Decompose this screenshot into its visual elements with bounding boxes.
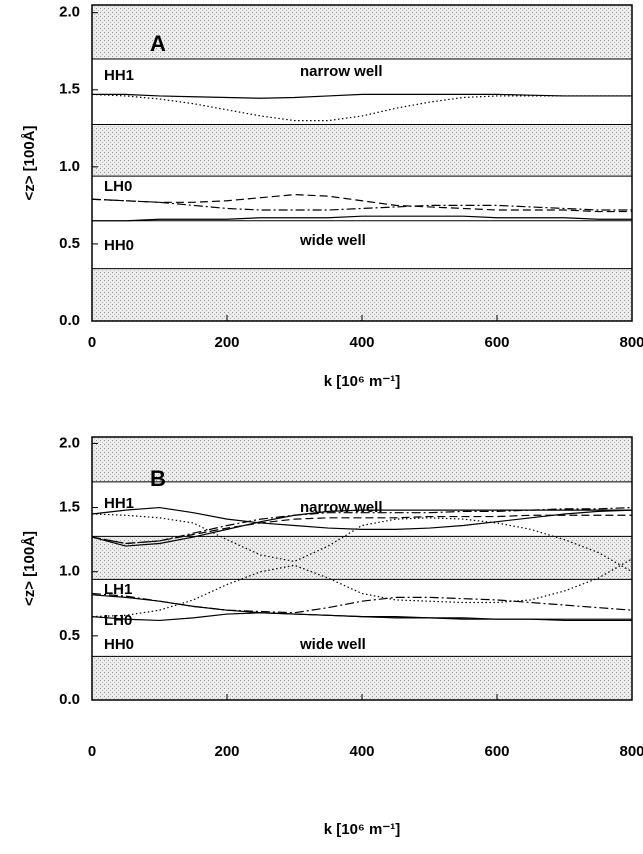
y-tick-label: 2.0 (59, 434, 80, 451)
curve (91, 558, 633, 618)
curve (91, 513, 633, 573)
annotation: LH1 (104, 581, 132, 598)
curve (91, 506, 633, 545)
barrier-band (92, 536, 632, 580)
y-tick-label: 1.0 (59, 158, 80, 175)
x-tick-label: 0 (88, 743, 96, 760)
x-tick-label: 200 (214, 334, 239, 351)
curve (91, 93, 632, 122)
barrier-band (92, 268, 632, 321)
annotation: HH0 (104, 237, 134, 254)
annotation: HH1 (104, 495, 134, 512)
y-tick-label: 0.5 (59, 235, 80, 252)
y-tick-label: 2.0 (59, 4, 80, 21)
y-axis-label: <z> [100Å] (21, 531, 38, 606)
curve (91, 612, 632, 622)
x-tick-label: 0 (88, 334, 96, 351)
annotation: wide well (299, 232, 366, 249)
annotation: LH0 (104, 612, 132, 629)
annotation: wide well (299, 636, 366, 653)
y-tick-label: 1.5 (59, 81, 80, 98)
curve (91, 198, 632, 211)
y-axis-label: <z> [100Å] (21, 125, 38, 200)
y-tick-label: 0.5 (59, 627, 80, 644)
x-axis-label: k [10⁶ m⁻¹] (324, 373, 401, 390)
barrier-band (92, 124, 632, 177)
x-tick-label: 600 (484, 334, 509, 351)
barrier-band (92, 437, 632, 482)
y-tick-label: 1.0 (59, 563, 80, 580)
x-axis-label: k [10⁶ m⁻¹] (324, 821, 401, 838)
x-tick-label: 600 (484, 743, 509, 760)
barrier-band (92, 656, 632, 700)
curve (91, 506, 633, 530)
x-tick-label: 400 (349, 743, 374, 760)
x-tick-label: 800 (619, 743, 643, 760)
curve (92, 93, 632, 99)
x-tick-label: 400 (349, 334, 374, 351)
panel-label: B (150, 466, 166, 491)
annotation: narrow well (300, 499, 383, 516)
curve (91, 514, 632, 545)
annotation: narrow well (300, 63, 383, 80)
panel-label: A (150, 31, 166, 56)
x-tick-label: 800 (619, 334, 643, 351)
annotation: LH0 (104, 178, 132, 195)
y-tick-label: 0.0 (59, 312, 80, 329)
annotation: HH1 (104, 67, 134, 84)
curve (91, 193, 632, 213)
barrier-band (92, 5, 632, 59)
annotation: HH0 (104, 636, 134, 653)
curve (91, 509, 632, 547)
y-tick-label: 0.0 (59, 691, 80, 708)
y-tick-label: 1.5 (59, 499, 80, 516)
x-tick-label: 200 (214, 743, 239, 760)
curve (92, 215, 632, 222)
